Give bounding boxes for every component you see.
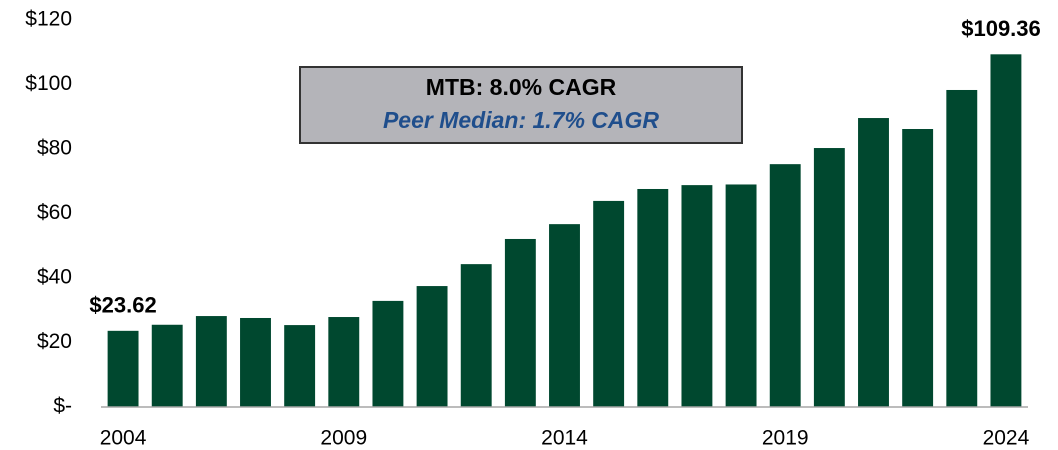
bar [593,200,625,407]
bar [372,300,404,407]
y-tick-label: $120 [25,8,72,31]
bar [902,129,934,407]
y-tick-label: $100 [25,72,72,95]
bar [990,54,1022,408]
bar [460,264,492,407]
bar [813,148,845,407]
bar [328,317,360,407]
y-tick-label: $- [53,395,72,418]
y-tick-label: $20 [37,330,72,353]
bar [725,184,757,407]
bar [504,238,536,407]
bar [769,164,801,407]
x-tick-label: 2004 [100,427,147,450]
bar [946,89,978,408]
bar [681,185,713,407]
bar [284,325,316,407]
bar [151,324,183,407]
bar [240,317,271,407]
bar [107,330,139,407]
y-tick-label: $80 [37,137,72,160]
x-tick-label: 2014 [541,427,588,450]
value-label: $23.62 [89,293,156,318]
value-label: $109.36 [961,16,1041,41]
bar [195,316,227,407]
y-tick-label: $40 [37,266,72,289]
bar [637,188,669,407]
annotation: MTB: 8.0% CAGR [426,74,617,100]
x-tick-label: 2019 [762,427,809,450]
bar [416,286,448,407]
bar [858,118,889,407]
bar [549,224,580,407]
x-tick-label: 2009 [320,427,367,450]
y-tick-label: $60 [37,201,72,224]
annotation: Peer Median: 1.7% CAGR [383,107,659,133]
x-tick-label: 2024 [983,427,1030,450]
annotation-box [299,66,743,144]
